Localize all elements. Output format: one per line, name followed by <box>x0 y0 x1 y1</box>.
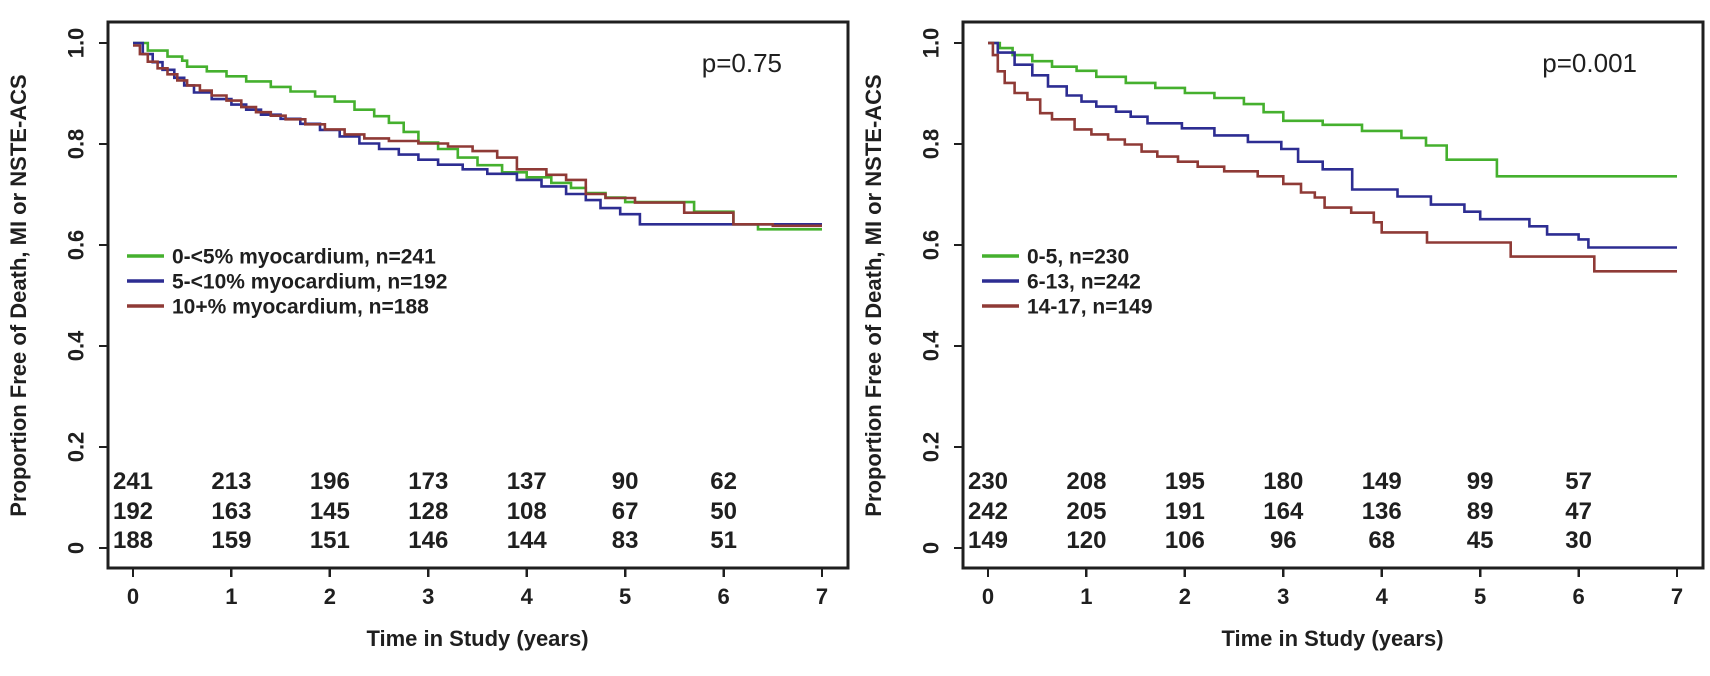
at-risk-number: 106 <box>1165 527 1205 554</box>
at-risk-number: 45 <box>1467 527 1494 554</box>
km-chart-1: 00.20.40.60.81.00 1 2 3 4 5 6 70-5, n=2306-13, … <box>861 20 1705 651</box>
y-tick-label: 0.2 <box>64 432 89 463</box>
x-tick-label: 0 <box>127 584 139 609</box>
at-risk-number: 195 <box>1165 468 1205 495</box>
x-tick-label: 5 <box>1474 584 1486 609</box>
at-risk-number: 68 <box>1368 527 1395 554</box>
km-panel-left: 0 0.2 0.4 0.6 0.8 1.0 0 1 2 3 4 5 6 7 0-<5% myocardium… <box>6 20 850 651</box>
p-value-label: p=0.75 <box>702 48 782 78</box>
at-risk-number: 164 <box>1263 498 1304 525</box>
y-axis-title: Proportion Free of Death, MI or NSTE-ACS <box>6 74 31 516</box>
y-tick-label: 1.0 <box>64 28 89 59</box>
at-risk-number: 99 <box>1467 468 1494 495</box>
at-risk-number: 149 <box>968 527 1008 554</box>
at-risk-number: 137 <box>507 468 547 495</box>
plot-frame <box>106 20 850 570</box>
x-tick-label: 7 <box>1671 584 1683 609</box>
x-tick-label: 1 <box>1080 584 1092 609</box>
at-risk-number: 145 <box>310 498 350 525</box>
at-risk-number: 146 <box>408 527 448 554</box>
x-tick-label: 1 <box>225 584 237 609</box>
y-tick-label: 0.4 <box>919 330 944 361</box>
legend-label-1: 6-13, n=242 <box>1027 270 1141 293</box>
legend-label-1: 5-<10% myocardium, n=192 <box>172 270 447 293</box>
y-tick-label: 0 <box>64 542 89 554</box>
at-risk-number: 47 <box>1565 498 1592 525</box>
at-risk-number: 149 <box>1362 468 1402 495</box>
at-risk-number: 136 <box>1362 498 1402 525</box>
at-risk-number: 151 <box>310 527 350 554</box>
at-risk-number: 208 <box>1066 468 1106 495</box>
x-tick-label: 3 <box>422 584 434 609</box>
km-curve-0 <box>988 41 1677 178</box>
x-tick-label: 6 <box>717 584 729 609</box>
km-curve-2 <box>133 44 822 228</box>
x-tick-label: 4 <box>1376 584 1389 609</box>
legend-label-0: 0-<5% myocardium, n=241 <box>172 245 436 268</box>
y-axis-title: Proportion Free of Death, MI or NSTE-ACS <box>861 74 886 516</box>
y-tick-label: 0.8 <box>919 129 944 160</box>
at-risk-number: 96 <box>1270 527 1297 554</box>
at-risk-number: 230 <box>968 468 1008 495</box>
km-curve-2 <box>988 41 1677 273</box>
at-risk-number: 89 <box>1467 498 1494 525</box>
x-tick-label: 7 <box>816 584 828 609</box>
p-value-label: p=0.001 <box>1542 48 1637 78</box>
x-tick-label: 4 <box>521 584 534 609</box>
at-risk-number: 191 <box>1165 498 1205 525</box>
at-risk-number: 83 <box>612 527 639 554</box>
x-axis-title: Time in Study (years) <box>366 626 588 651</box>
at-risk-number: 180 <box>1263 468 1303 495</box>
y-tick-label: 0.4 <box>64 330 89 361</box>
y-tick-label: 0.8 <box>64 129 89 160</box>
at-risk-number: 128 <box>408 498 448 525</box>
x-axis-title: Time in Study (years) <box>1221 626 1443 651</box>
x-tick-label: 2 <box>1179 584 1191 609</box>
at-risk-number: 30 <box>1565 527 1592 554</box>
x-tick-label: 5 <box>619 584 631 609</box>
plot-frame <box>961 20 1705 570</box>
y-tick-label: 0.6 <box>64 230 89 261</box>
legend-label-2: 14-17, n=149 <box>1027 295 1153 318</box>
legend-label-0: 0-5, n=230 <box>1027 245 1129 268</box>
at-risk-number: 173 <box>408 468 448 495</box>
at-risk-number: 241 <box>113 468 153 495</box>
at-risk-number: 144 <box>507 527 548 554</box>
y-tick-label: 0.6 <box>919 230 944 261</box>
x-tick-label: 0 <box>982 584 994 609</box>
at-risk-number: 192 <box>113 498 153 525</box>
x-tick-label: 3 <box>1277 584 1289 609</box>
at-risk-number: 120 <box>1066 527 1106 554</box>
x-tick-label: 2 <box>324 584 336 609</box>
at-risk-number: 51 <box>710 527 737 554</box>
at-risk-number: 50 <box>710 498 737 525</box>
y-tick-label: 0.2 <box>919 432 944 463</box>
at-risk-number: 57 <box>1565 468 1592 495</box>
legend-label-2: 10+% myocardium, n=188 <box>172 295 429 318</box>
at-risk-number: 205 <box>1066 498 1106 525</box>
km-chart-0: 00.20.40.60.81.00 1 2 3 4 5 6 70-<5% myocardium… <box>6 20 850 651</box>
at-risk-number: 159 <box>211 527 251 554</box>
at-risk-number: 90 <box>612 468 639 495</box>
at-risk-number: 163 <box>211 498 251 525</box>
at-risk-number: 242 <box>968 498 1008 525</box>
km-curve-1 <box>988 41 1677 249</box>
km-panel-right: 0 0.2 0.4 0.6 0.8 1.0 0 1 2 3 4 5 6 7 0-5, n=230 6-13, … <box>855 0 1710 676</box>
at-risk-number: 62 <box>710 468 737 495</box>
at-risk-number: 213 <box>211 468 251 495</box>
at-risk-number: 67 <box>612 498 639 525</box>
y-tick-label: 0 <box>919 542 944 554</box>
x-tick-label: 6 <box>1572 584 1584 609</box>
at-risk-number: 188 <box>113 527 153 554</box>
at-risk-number: 196 <box>310 468 350 495</box>
y-tick-label: 1.0 <box>919 28 944 59</box>
at-risk-number: 108 <box>507 498 547 525</box>
